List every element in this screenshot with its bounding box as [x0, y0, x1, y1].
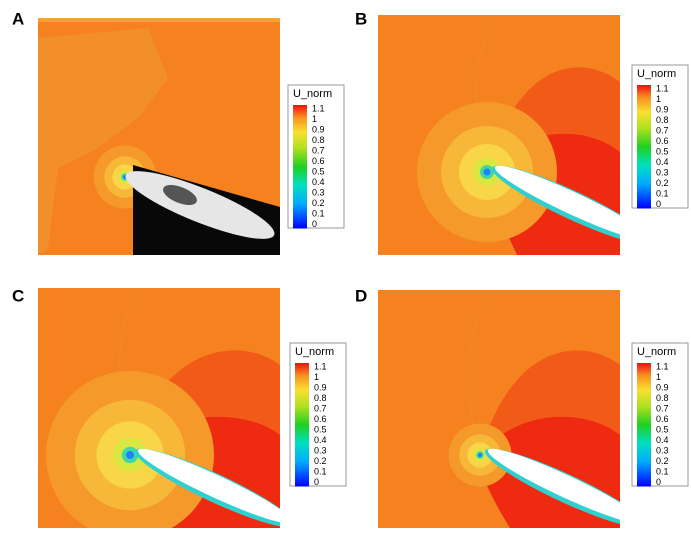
legend-tick-label: 0.6: [656, 136, 669, 146]
panel-label: B: [355, 9, 367, 28]
legend-tick-label: 0.1: [656, 188, 669, 198]
flow-field: [38, 18, 281, 255]
legend-tick-label: 0.9: [312, 124, 325, 134]
legend-tick-label: 1: [656, 94, 661, 104]
flow-field: [378, 290, 651, 529]
legend-tick-label: 0.2: [656, 178, 669, 188]
legend-title: U_norm: [637, 68, 676, 80]
legend-tick-label: 1: [312, 114, 317, 124]
colorbar: [295, 363, 309, 487]
legend-tick-label: 1: [314, 372, 319, 382]
panel-label: D: [355, 286, 367, 305]
legend-tick-label: 1.1: [656, 361, 669, 371]
legend-tick-label: 0.1: [314, 466, 327, 476]
legend-tick-label: 0.3: [656, 445, 669, 455]
legend-tick-label: 0.7: [312, 145, 325, 155]
contour-ring: [126, 451, 134, 459]
legend-title: U_norm: [637, 346, 676, 358]
legend-tick-label: 0: [656, 199, 661, 209]
colorbar: [293, 105, 307, 229]
legend-tick-label: 0.9: [314, 382, 327, 392]
legend-tick-label: 0.2: [314, 456, 327, 466]
legend-tick-label: 0.4: [314, 435, 327, 445]
colorbar: [637, 85, 651, 209]
legend-tick-label: 0.6: [314, 414, 327, 424]
legend-tick-label: 0.8: [656, 115, 669, 125]
legend-tick-label: 0.3: [312, 187, 325, 197]
legend-tick-label: 0.8: [312, 135, 325, 145]
figure: AU_norm1.110.90.80.70.60.50.40.30.20.10B…: [0, 0, 691, 529]
legend-tick-label: 0.4: [312, 177, 325, 187]
legend-tick-label: 0: [312, 219, 317, 229]
legend-tick-label: 0.5: [314, 424, 327, 434]
legend-tick-label: 0.7: [656, 403, 669, 413]
legend-tick-label: 0.9: [656, 104, 669, 114]
legend-tick-label: 0.8: [314, 393, 327, 403]
top-strip: [38, 18, 280, 22]
panel: C U_norm 1.110.90.80.70.60.50.40.30.20.10: [12, 286, 346, 529]
panel-label: C: [12, 286, 24, 305]
legend-tick-label: 0.5: [656, 424, 669, 434]
legend-title: U_norm: [293, 88, 332, 100]
colorbar: [637, 363, 651, 487]
legend-tick-label: 1.1: [312, 103, 325, 113]
legend-tick-label: 0.2: [312, 198, 325, 208]
legend-tick-label: 0.2: [656, 456, 669, 466]
legend-tick-label: 0.7: [656, 125, 669, 135]
legend-tick-label: 0.6: [656, 414, 669, 424]
panel: D U_norm 1.110.90.80.70.60.50.40.30.20.10: [355, 286, 688, 529]
legend-tick-label: 0: [314, 477, 319, 487]
flow-field: [378, 15, 658, 255]
legend-tick-label: 0.9: [656, 382, 669, 392]
legend-tick-label: 0.7: [314, 403, 327, 413]
panel: A U_norm 1.110.90.80.70.60.50.40.30.20.10: [12, 9, 344, 255]
flow-field: [38, 288, 301, 529]
legend-tick-label: 1.1: [314, 361, 327, 371]
panel: B U_norm 1.110.90.80.70.60.50.40.30.20.10: [355, 9, 688, 255]
contour-ring: [484, 169, 491, 176]
legend-tick-label: 0.3: [656, 167, 669, 177]
legend-tick-label: 0: [656, 477, 661, 487]
legend-tick-label: 0.8: [656, 393, 669, 403]
legend-tick-label: 0.1: [656, 466, 669, 476]
legend-tick-label: 0.5: [312, 166, 325, 176]
legend-tick-label: 1: [656, 372, 661, 382]
legend-tick-label: 0.6: [312, 156, 325, 166]
legend-tick-label: 0.1: [312, 208, 325, 218]
panel-label: A: [12, 9, 24, 28]
legend-tick-label: 0.4: [656, 435, 669, 445]
legend-tick-label: 0.4: [656, 157, 669, 167]
legend-tick-label: 1.1: [656, 83, 669, 93]
legend-title: U_norm: [295, 346, 334, 358]
legend-tick-label: 0.3: [314, 445, 327, 455]
legend-tick-label: 0.5: [656, 146, 669, 156]
contour-ring: [478, 453, 482, 457]
